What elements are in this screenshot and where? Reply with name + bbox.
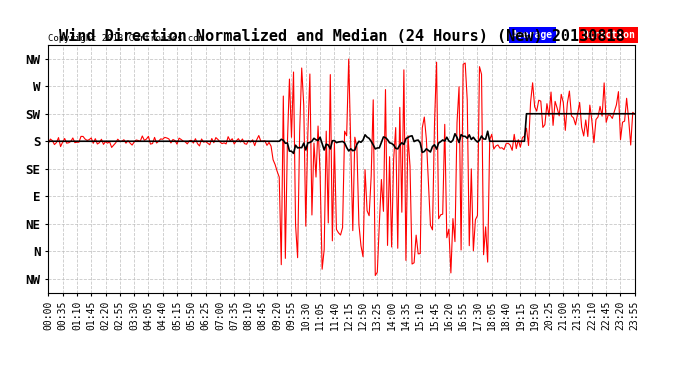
Text: Average: Average [512,30,553,40]
Title: Wind Direction Normalized and Median (24 Hours) (New) 20130818: Wind Direction Normalized and Median (24… [59,29,624,44]
Text: Direction: Direction [582,30,635,40]
Text: Copyright 2013 Cartronics.com: Copyright 2013 Cartronics.com [48,34,204,43]
